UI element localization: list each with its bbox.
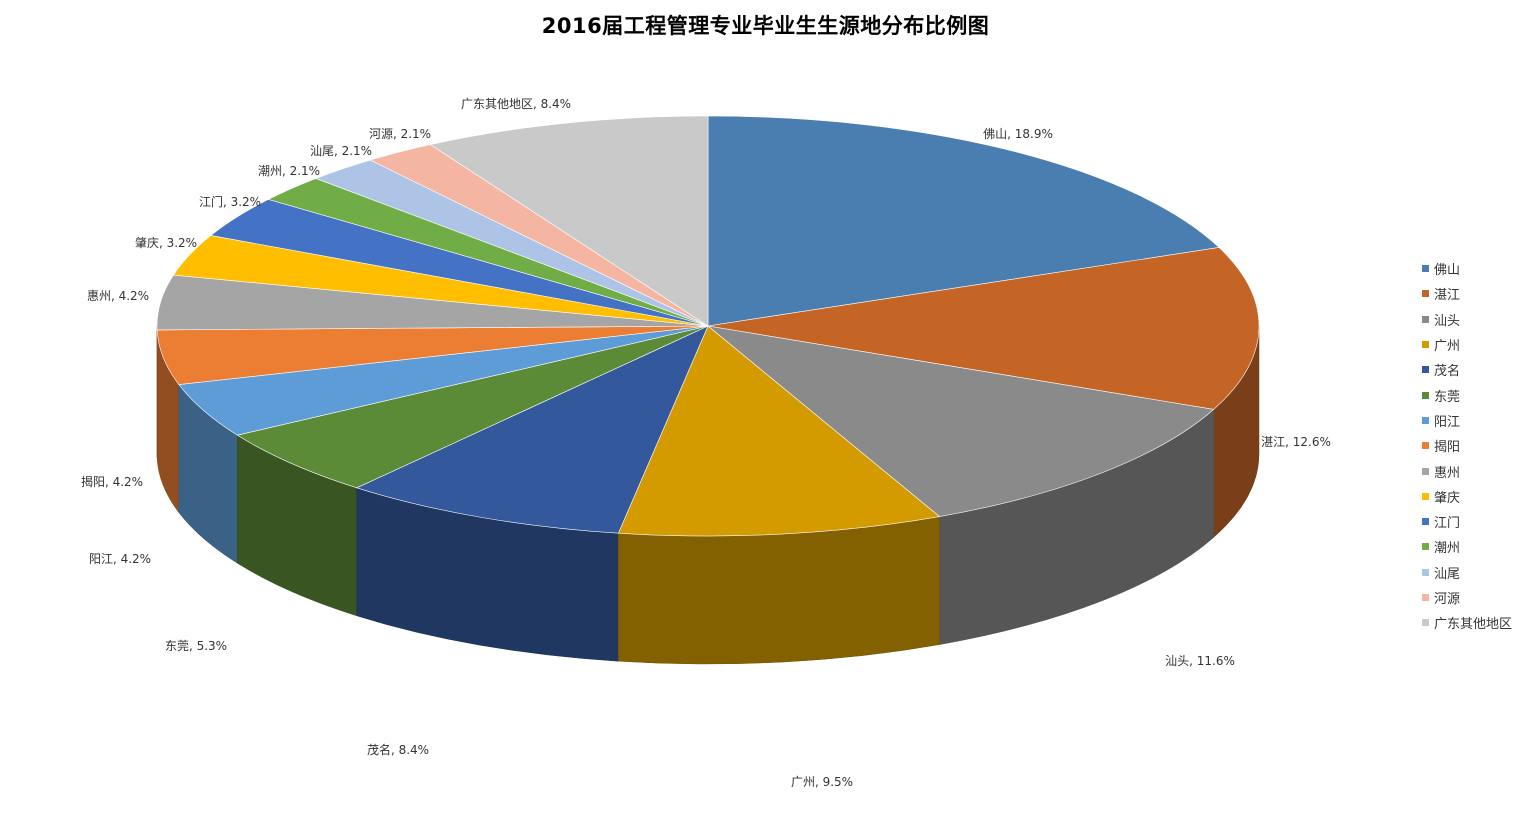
data-label-汕头: 汕头, 11.6% [1165,654,1235,668]
legend-label: 河源 [1434,592,1461,607]
pie-top [156,115,1260,537]
legend-swatch [1422,492,1429,500]
legend-item: 江门 [1422,509,1512,534]
legend-swatch [1422,467,1429,475]
legend-item: 佛山 [1422,256,1512,281]
pie-side-广州 [618,516,940,665]
legend-item: 广州 [1422,332,1512,357]
pie-sides [156,325,1260,665]
data-label-揭阳: 揭阳, 4.2% [81,474,143,489]
legend-item: 肇庆 [1422,484,1512,509]
legend-swatch [1422,265,1429,273]
legend-swatch [1422,594,1429,601]
data-label-广州: 广州, 9.5% [791,775,853,789]
legend-item: 汕头 [1422,307,1512,332]
legend-item: 河源 [1422,585,1512,610]
legend-swatch [1422,568,1429,576]
legend-item: 揭阳 [1422,433,1512,458]
data-label-佛山: 佛山, 18.9% [983,127,1053,141]
legend-swatch [1422,366,1429,374]
legend-label: 肇庆 [1434,490,1461,506]
legend-item: 汕尾 [1422,560,1512,585]
legend-label: 汕头 [1434,313,1461,329]
data-label-肇庆: 肇庆, 3.2% [135,235,197,250]
data-label-茂名: 茂名, 8.4% [367,742,429,757]
data-label-东莞: 东莞, 5.3% [165,639,227,653]
legend-label: 阳江 [1434,414,1461,430]
pie-slice-广州 [617,325,941,537]
legend-label: 广州 [1434,339,1461,355]
legend-item: 阳江 [1422,408,1512,433]
legend-label: 江门 [1434,516,1461,532]
legend: 佛山湛江汕头广州茂名东莞阳江揭阳惠州肇庆江门潮州汕尾河源广东其他地区 [1422,256,1512,635]
legend-swatch [1422,290,1429,298]
legend-item: 茂名 [1422,357,1512,382]
data-label-惠州: 惠州, 4.2% [87,289,149,303]
data-label-汕尾: 汕尾, 2.1% [310,144,372,158]
legend-swatch [1422,315,1429,323]
legend-swatch [1422,391,1429,399]
legend-label: 揭阳 [1434,440,1461,456]
legend-swatch [1422,442,1429,450]
chart-title: 2016届工程管理专业毕业生生源地分布比例图 [541,14,990,38]
legend-swatch [1422,341,1429,349]
pie-slice-东莞 [236,325,709,489]
data-label-潮州: 潮州, 2.1% [258,163,320,178]
legend-swatch [1422,619,1429,627]
data-label-河源: 河源, 2.1% [369,127,431,141]
data-label-江门: 江门, 3.2% [199,194,261,209]
legend-label: 潮州 [1434,541,1461,557]
pie-slice-茂名 [355,325,709,534]
legend-item: 广东其他地区 [1422,610,1512,635]
pie-slice-广东其他地区 [429,115,709,327]
legend-label: 茂名 [1434,364,1461,380]
data-label-阳江: 阳江, 4.2% [89,552,151,566]
legend-label: 东莞 [1434,389,1461,405]
legend-swatch [1422,416,1429,424]
pie-slice-汕头 [706,325,1215,517]
data-label-广东其他地区: 广东其他地区, 8.4% [461,97,571,111]
legend-swatch [1422,518,1429,526]
legend-label: 广东其他地区 [1434,617,1513,633]
legend-item: 湛江 [1422,281,1512,306]
pie-slice-佛山 [707,115,1220,327]
data-label-湛江: 湛江, 12.6% [1261,435,1331,449]
data-labels: 佛山, 18.9% 湛江, 12.6% 汕头, 11.6% 广州, 9.5% 茂名, 8… [81,97,1331,789]
legend-item: 潮州 [1422,534,1512,559]
legend-item: 惠州 [1422,458,1512,483]
legend-label: 惠州 [1434,465,1461,481]
legend-label: 湛江 [1434,288,1461,304]
legend-label: 佛山 [1434,263,1461,279]
legend-item: 东莞 [1422,382,1512,407]
legend-swatch [1422,543,1429,551]
pie-slice-湛江 [707,247,1260,410]
legend-label: 汕尾 [1434,566,1461,582]
